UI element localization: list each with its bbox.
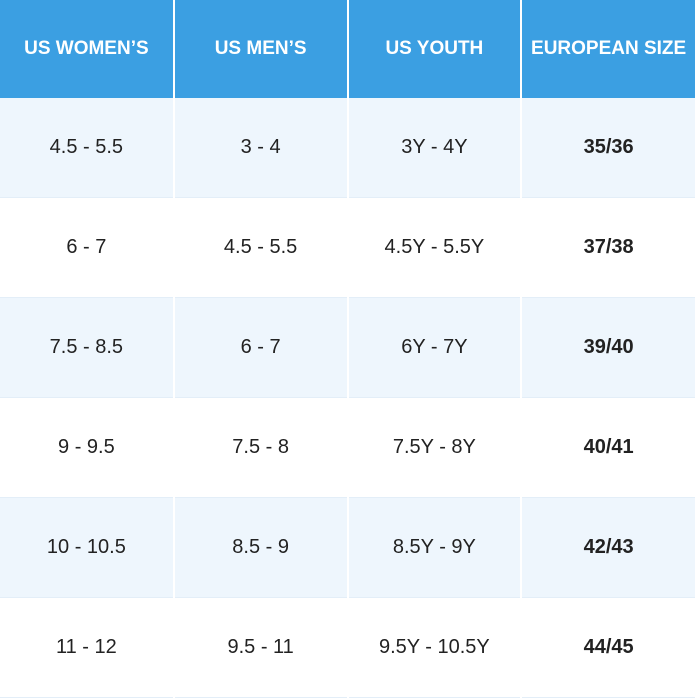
size-cell: 9 - 9.5 — [0, 397, 175, 498]
table-row: 4.5 - 5.5 3 - 4 3Y - 4Y 35/36 — [0, 98, 695, 198]
european-size-cell: 40/41 — [521, 397, 695, 498]
header-row: US WOMEN’S US MEN’S US YOUTH EUROPEAN SIZE — [0, 0, 695, 98]
header-cell: US YOUTH — [347, 0, 523, 98]
size-cell: 10 - 10.5 — [0, 497, 175, 598]
table-row: 9 - 9.5 7.5 - 8 7.5Y - 8Y 40/41 — [0, 397, 695, 498]
european-size-cell: 37/38 — [521, 197, 695, 298]
size-cell: 7.5Y - 8Y — [347, 397, 523, 498]
size-cell: 8.5Y - 9Y — [347, 497, 523, 598]
size-cell: 9.5 - 11 — [173, 597, 349, 698]
size-cell: 4.5Y - 5.5Y — [347, 197, 523, 298]
size-cell: 11 - 12 — [0, 597, 175, 698]
european-size-cell: 44/45 — [521, 597, 695, 698]
size-cell: 6 - 7 — [173, 297, 349, 398]
table-row: 7.5 - 8.5 6 - 7 6Y - 7Y 39/40 — [0, 297, 695, 398]
size-cell: 4.5 - 5.5 — [0, 98, 175, 198]
header-cell: US WOMEN’S — [0, 0, 175, 98]
european-size-cell: 39/40 — [521, 297, 695, 398]
header-cell: EUROPEAN SIZE — [521, 0, 695, 98]
size-cell: 8.5 - 9 — [173, 497, 349, 598]
size-cell: 7.5 - 8.5 — [0, 297, 175, 398]
table-row: 10 - 10.5 8.5 - 9 8.5Y - 9Y 42/43 — [0, 497, 695, 598]
size-cell: 7.5 - 8 — [173, 397, 349, 498]
table-row: 6 - 7 4.5 - 5.5 4.5Y - 5.5Y 37/38 — [0, 197, 695, 298]
table-row: 11 - 12 9.5 - 11 9.5Y - 10.5Y 44/45 — [0, 597, 695, 698]
table-body: 4.5 - 5.5 3 - 4 3Y - 4Y 35/36 6 - 7 4.5 - 5.5… — [0, 98, 695, 698]
size-cell: 6 - 7 — [0, 197, 175, 298]
size-cell: 6Y - 7Y — [347, 297, 523, 398]
size-cell: 4.5 - 5.5 — [173, 197, 349, 298]
european-size-cell: 35/36 — [521, 98, 695, 198]
size-cell: 3 - 4 — [173, 98, 349, 198]
table-head: US WOMEN’S US MEN’S US YOUTH EUROPEAN SIZE — [0, 0, 695, 98]
size-cell: 9.5Y - 10.5Y — [347, 597, 523, 698]
size-cell: 3Y - 4Y — [347, 98, 523, 198]
header-cell: US MEN’S — [173, 0, 349, 98]
european-size-cell: 42/43 — [521, 497, 695, 598]
